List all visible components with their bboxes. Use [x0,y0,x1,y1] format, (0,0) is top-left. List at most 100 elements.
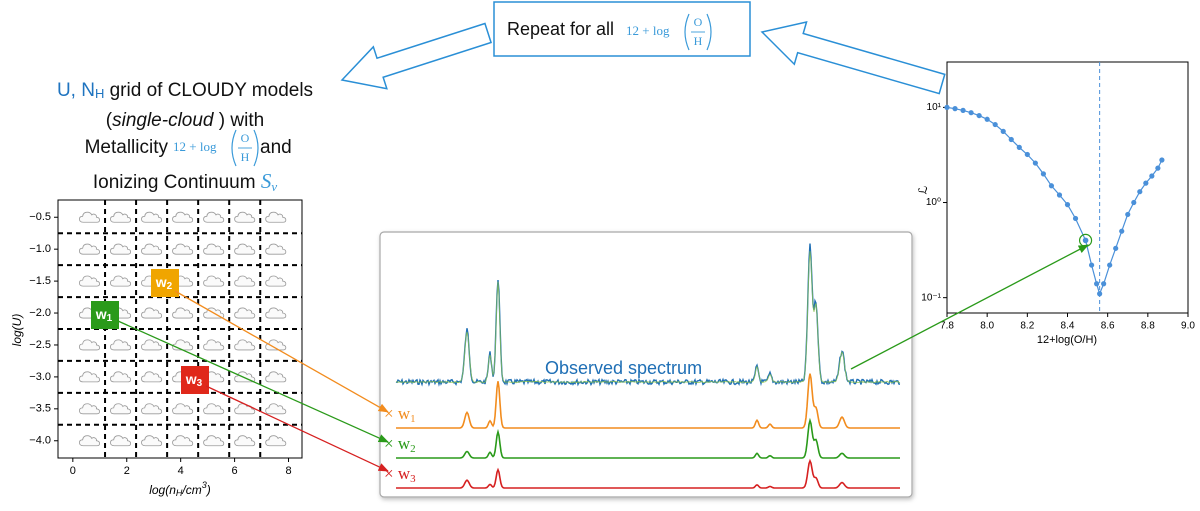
y-tick-label: 10⁻¹ [921,292,941,303]
model-weight-subscript: 1 [410,413,416,425]
y-tick-label: −3.5 [29,403,51,415]
xlabel-sup: 3 [202,480,207,490]
model-weight-prefix: × w [384,404,411,423]
weight-label: w1 [95,306,113,324]
math-prefix: 12 + log [626,23,670,38]
weight-box [151,269,179,297]
math-numerator: O [241,131,250,145]
metric-point [1107,262,1113,268]
metric-point [1056,192,1063,198]
grid-layer: 0 2 4 6 8−0.5−1.0−1.5−2.0−2.5−3.0−3.5−4.0w1w… [29,200,302,477]
metric-point [976,112,982,119]
metric-point [1040,171,1046,177]
weight-subscript: 2 [167,281,173,292]
model-weight-subscript: 2 [410,443,416,455]
metric-xlabel: 12+log(O/H) [1037,334,1097,346]
y-tick-label: 10⁰ [926,197,941,208]
metric-point [944,104,950,110]
title-text: Ionizing Continuum [93,172,256,193]
metric-point [952,106,958,112]
x-tick-label: 8 [285,465,291,477]
math-denominator: H [241,150,250,164]
spectrum-layer: × w1× w2× w3 [384,243,901,489]
repeat-text: Repeat for all [507,19,614,39]
x-tick-label: 8.0 [980,321,994,332]
x-tick-label: 8.2 [1020,321,1034,332]
metric-point [1000,128,1006,134]
y-tick-label: −4.0 [29,435,51,447]
metric-point [1101,281,1107,287]
xlabel-part: ) [205,483,211,497]
metric-point [1032,160,1038,166]
metric-point [1016,144,1022,150]
highlight-point [1082,237,1089,244]
connector-arrow [174,290,389,413]
weight-label: w2 [155,274,173,292]
math-expression: 12 + log OH [626,13,712,51]
title-text: ( [106,110,113,131]
x-tick-label: 9.0 [1181,321,1195,332]
x-tick-label: 2 [124,465,130,477]
block-arrow [760,20,946,95]
connector-arrow [117,320,389,443]
title-symbol: S [261,169,272,193]
metric-point [1048,183,1055,189]
metric-point [1159,157,1165,163]
metric-point [1024,151,1030,158]
metric-point [1125,211,1131,218]
math-paren [253,129,259,167]
title-italic: single-cloud [112,110,215,131]
block-arrow [340,22,493,90]
xlabel-sub: H [176,488,183,498]
metric-point [1137,189,1143,195]
model-weight-label: × w3 [384,464,416,485]
title-text: grid of CLOUDY models [104,80,313,101]
weight-letter: w [185,371,197,387]
repeat-box [493,1,751,57]
metric-point [968,110,974,116]
metric-point [1097,291,1103,297]
metric-point [1064,202,1071,208]
metric-point [1113,245,1119,251]
model-weight-label: × w1 [384,404,416,425]
y-tick-label: −2.5 [29,339,51,351]
weight-box [181,366,209,394]
title-line-4: Ionizing Continuum Sν [93,169,277,194]
metric-point [1008,136,1014,143]
metric-point [984,116,990,122]
x-tick-label: 8.8 [1141,321,1155,332]
y-tick-label: −2.0 [29,307,51,319]
x-tick-label: 8.4 [1061,321,1075,332]
x-tick-label: 6 [232,465,238,477]
math-paren [684,13,690,51]
metric-point [1149,173,1155,179]
y-tick-label: −3.0 [29,371,51,383]
metric-frame [946,61,1189,314]
model-weight-subscript: 3 [410,473,416,485]
fit-spectrum [395,251,901,384]
y-tick-label: −1.5 [29,275,51,287]
title-subscript: H [95,86,104,101]
title-text: ) with [214,110,265,131]
grid-ylabel: log(U) [10,314,24,347]
weight-letter: w [95,306,107,322]
observed-spectrum [395,243,901,387]
title-line-2: (single-cloud ) with [106,110,264,131]
weight-label: w3 [185,371,203,389]
model-spectrum [396,373,900,429]
math-expression: 12 + log OH [173,129,259,167]
connector-arrow [205,385,389,472]
title-line-3a: Metallicity [85,137,169,158]
math-paren [231,129,237,167]
metric-point [1155,165,1161,171]
title-symbols: U, N [57,80,95,101]
title-subscript: ν [271,179,277,194]
metric-point [1094,281,1100,287]
model-spectrum [396,458,900,489]
metric-layer: 7.8 8.0 8.2 8.4 8.6 8.8 9.0 10¹ 10⁰ 10⁻¹ [921,62,1195,332]
x-tick-label: 4 [178,465,184,477]
metric-point [1131,199,1137,206]
metric-point [1072,215,1079,222]
model-weight-label: × w2 [384,434,416,455]
